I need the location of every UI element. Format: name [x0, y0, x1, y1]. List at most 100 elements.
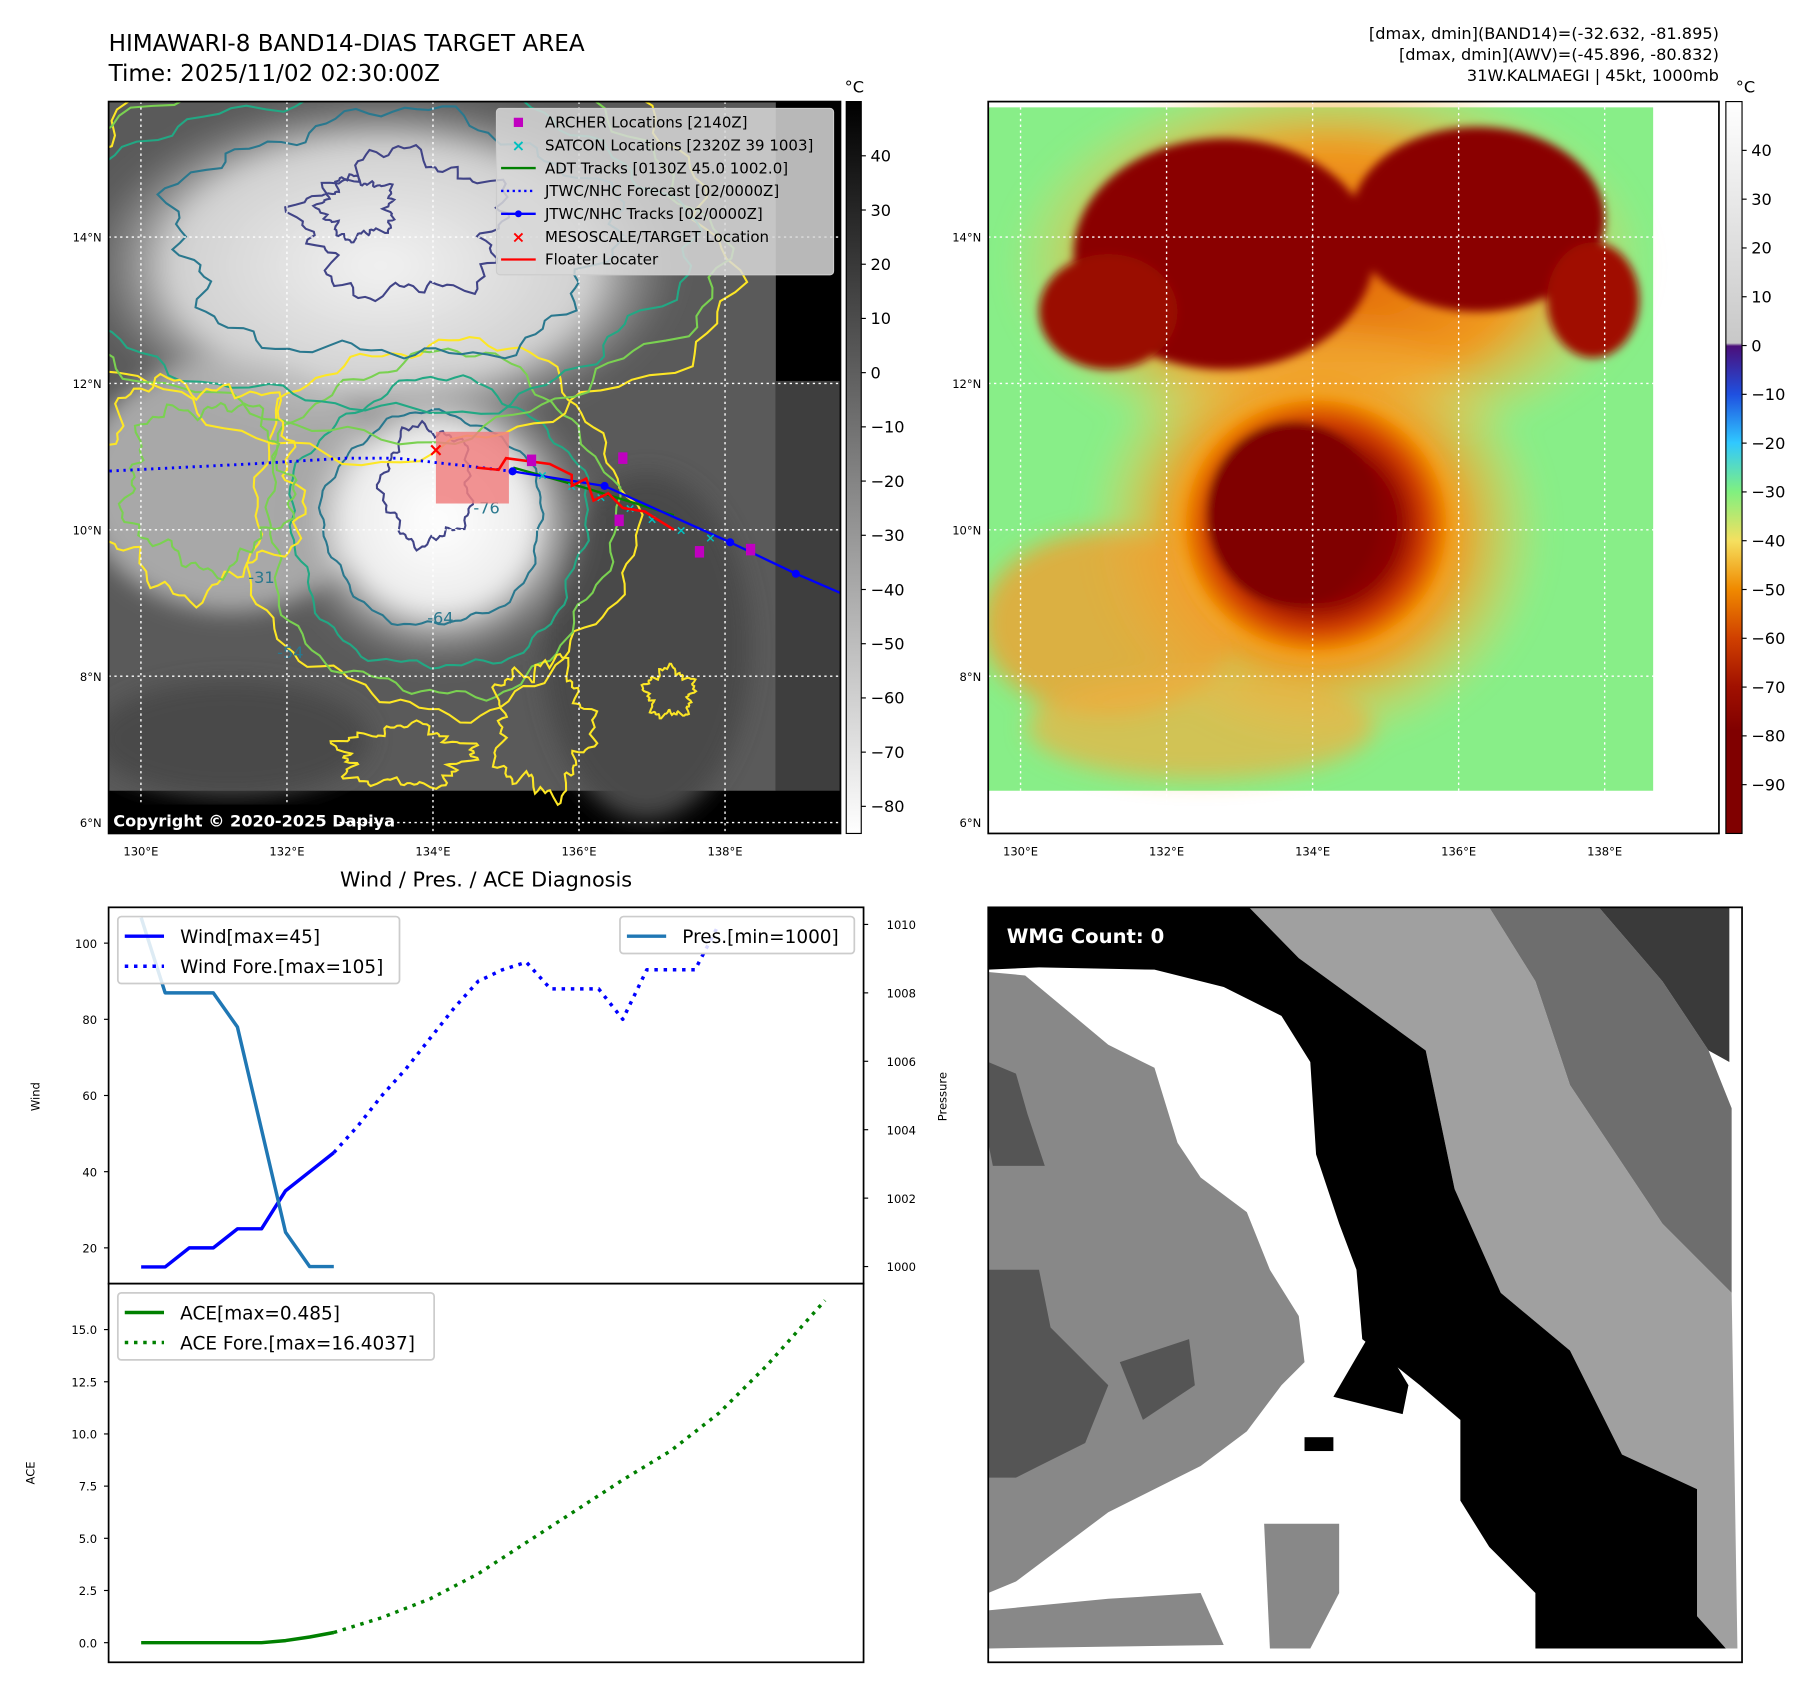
colorbar-tick-label: −50: [870, 634, 904, 653]
lon-label: 136°E: [1441, 844, 1476, 858]
contour-line: [329, 719, 480, 791]
colorbar-tick-label: −60: [870, 689, 904, 708]
lat-label: 8°N: [960, 670, 982, 684]
colorbar-tick-label: −60: [1751, 629, 1785, 648]
y2-tick-label: 1000: [887, 1260, 916, 1274]
y-tick-label: 10.0: [71, 1428, 97, 1442]
figure-time: Time: 2025/11/02 02:30:00Z: [108, 61, 440, 87]
y-tick-label: 80: [82, 1013, 97, 1027]
lat-label: 10°N: [952, 523, 981, 537]
jtwc-track-point: [508, 467, 517, 476]
contour-line: [491, 652, 599, 807]
y-tick-label: 20: [82, 1241, 97, 1255]
diagnosis-title: Wind / Pres. / ACE Diagnosis: [340, 868, 632, 892]
archer-marker: [745, 543, 756, 556]
archer-marker: [526, 454, 537, 467]
legend-square-icon: [513, 117, 524, 127]
awv-map-right: [988, 101, 1719, 834]
contour-label: -31: [248, 568, 274, 587]
lat-label: 10°N: [73, 523, 102, 537]
series-line-pres-: [139, 917, 334, 1269]
lat-label: 6°N: [960, 816, 982, 830]
map-legend: ARCHER Locations [2140Z] × SATCON Location…: [495, 107, 835, 276]
contour-line: [284, 143, 511, 303]
contour-line: [108, 372, 307, 609]
lon-label: 134°E: [415, 844, 450, 858]
target-location-marker: ×: [428, 440, 443, 461]
chart-legend-box: [619, 915, 856, 955]
chart-legend-label: Wind[max=45]: [180, 927, 320, 948]
stats-awv: [dmax, dmin](AWV)=(-45.896, -80.832): [1399, 45, 1719, 64]
lon-label: 138°E: [1587, 844, 1622, 858]
legend-label: MESOSCALE/TARGET Location: [545, 228, 769, 246]
archer-marker: [614, 514, 624, 527]
lon-label: 130°E: [1003, 844, 1038, 858]
storm-info: 31W.KALMAEGI | 45kt, 1000mb: [1467, 66, 1719, 85]
satcon-marker: ×: [676, 522, 687, 537]
contour-line: [264, 347, 622, 702]
legend-label: ARCHER Locations [2140Z]: [545, 114, 748, 132]
chart-legend-label: Wind Fore.[max=105]: [180, 957, 383, 978]
satcon-marker: ×: [705, 530, 716, 545]
target-box: [435, 431, 509, 504]
colorbar-tick-label: 0: [1751, 336, 1761, 355]
y2-tick-label: 1002: [887, 1192, 916, 1206]
colorbar-tick-label: −10: [1751, 385, 1785, 404]
colorbar-tick-label: −80: [1751, 727, 1785, 746]
y-tick-label: 5.0: [79, 1532, 97, 1546]
colorbar-tick-label: −70: [870, 743, 904, 762]
wmg-region-lightgray: [1249, 907, 1738, 1649]
chart-legend-label: Pres.[min=1000]: [682, 927, 838, 948]
y-tick-label: 15.0: [71, 1323, 97, 1337]
wmg-region-midgray: [1489, 907, 1732, 1293]
colorbar-tick-label: 10: [1751, 288, 1772, 307]
wind-axis-label: Wind: [28, 1082, 42, 1111]
colorbar-tick-label: −20: [1751, 434, 1785, 453]
copyright: Copyright © 2020-2025 Dapiya: [113, 812, 395, 831]
wmg-region-black: [988, 907, 1726, 1649]
colorbar-right: [1725, 101, 1743, 835]
wmg-region-darkgray: [1598, 907, 1730, 1063]
stats-band14: [dmax, dmin](BAND14)=(-32.632, -81.895): [1369, 24, 1719, 43]
colorbar-tick-label: −50: [1751, 580, 1785, 599]
lat-label: 12°N: [73, 377, 102, 391]
y2-tick-label: 1004: [887, 1123, 916, 1137]
colorbar-tick-label: 10: [870, 309, 891, 328]
contour-line: [117, 401, 298, 581]
lon-label: 132°E: [1149, 844, 1184, 858]
y-tick-label: 2.5: [79, 1584, 97, 1598]
lat-label: 8°N: [80, 670, 102, 684]
colorbar-tick-label: −90: [1751, 775, 1785, 794]
contour-label: -64: [427, 608, 453, 627]
lon-label: 138°E: [708, 844, 743, 858]
archer-marker: [694, 546, 705, 558]
legend-box: [495, 107, 835, 276]
adt-track: [513, 466, 675, 517]
contour-label: -54: [277, 643, 303, 662]
colorbar-tick-label: −80: [870, 797, 904, 816]
y-tick-label: 7.5: [79, 1480, 97, 1494]
legend-label: ADT Tracks [0130Z 45.0 1002.0]: [545, 159, 788, 177]
y-tick-label: 60: [82, 1089, 97, 1103]
lon-label: 130°E: [123, 844, 158, 858]
colorbar-right-unit: °C: [1736, 77, 1755, 96]
colorbar-left-unit: °C: [845, 77, 864, 96]
colorbar-tick-label: 30: [870, 201, 891, 220]
legend-label: JTWC/NHC Forecast [02/0000Z]: [544, 182, 779, 200]
colorbar-tick-label: −10: [870, 418, 904, 437]
figure-title: HIMAWARI-8 BAND14-DIAS TARGET AREA: [109, 31, 585, 57]
satcon-marker: ×: [537, 468, 548, 483]
colorbar-tick-label: 0: [870, 363, 880, 382]
legend-label: Floater Locater: [545, 251, 659, 269]
colorbar-tick-label: −30: [1751, 483, 1785, 502]
contour-line: [245, 336, 644, 724]
colorbar-tick-label: −20: [870, 472, 904, 491]
wmg-count: WMG Count: 0: [1007, 925, 1165, 948]
floater-track: [476, 456, 675, 531]
colorbar-tick-label: −40: [1751, 531, 1785, 550]
lon-label: 134°E: [1295, 844, 1330, 858]
chart-legend-label: ACE Fore.[max=16.4037]: [180, 1333, 415, 1354]
jtwc-track-point: [600, 481, 609, 490]
contour-line: [108, 101, 704, 415]
